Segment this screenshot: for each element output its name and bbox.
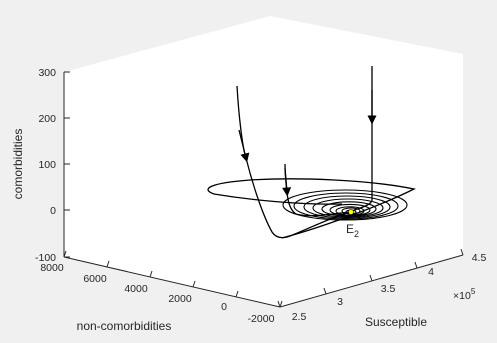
spiral-loop xyxy=(312,198,384,218)
x-axis-multiplier: ×105 xyxy=(453,287,476,302)
y-tick-mark xyxy=(235,290,239,298)
x-tick-label: 2.5 xyxy=(292,311,307,323)
y-ticks xyxy=(63,250,283,308)
spiral-loop xyxy=(293,192,399,220)
y-tick-label: 8000 xyxy=(40,262,64,274)
axes-box-background xyxy=(64,16,463,307)
x-tick-label: 3.5 xyxy=(381,283,396,295)
x-axis-label: Susceptible xyxy=(365,315,427,329)
z-tick-label: 200 xyxy=(38,113,56,125)
x-tick-label: 3 xyxy=(337,296,343,308)
y-axis-label: non-comorbidities xyxy=(77,319,172,333)
y-tick-mark xyxy=(106,260,110,268)
y-tick-mark xyxy=(192,280,196,288)
equilibrium-point-e2 xyxy=(348,209,354,215)
equilibrium-label: E2 xyxy=(346,222,359,239)
x-tick-label: 4.5 xyxy=(472,252,487,264)
y-tick-label: 2000 xyxy=(168,293,192,305)
y-axis-line xyxy=(63,256,281,308)
x-ticks xyxy=(277,248,464,308)
x-tick-mark xyxy=(277,300,281,308)
y-tick-mark xyxy=(149,270,153,278)
y-tick-mark xyxy=(63,250,67,258)
z-tick-label: 300 xyxy=(38,67,56,79)
y-tick-label: -2000 xyxy=(248,313,275,325)
equilibrium-label-main: E xyxy=(346,222,354,236)
spiral-loop xyxy=(321,201,377,217)
y-tick-label: 6000 xyxy=(83,273,107,285)
spiral-loop xyxy=(335,206,365,216)
x-axis-multiplier-exp: 5 xyxy=(471,287,476,296)
z-tick-label: 100 xyxy=(38,159,56,171)
equilibrium-label-subscript: 2 xyxy=(354,229,359,239)
x-axis-multiplier-base: ×10 xyxy=(453,290,471,302)
trajectory-center-arrow-head xyxy=(282,167,292,197)
z-tick-label: -100 xyxy=(35,252,56,264)
spiral xyxy=(282,189,408,221)
trajectory-outer-loop xyxy=(207,178,416,239)
x-tick-label: 4 xyxy=(428,266,434,278)
y-tick-label: 4000 xyxy=(124,283,148,295)
x-tick-mark xyxy=(414,261,418,269)
z-axis-label: comorbidities xyxy=(11,129,25,200)
spiral-loop xyxy=(282,189,408,221)
y-tick-label: 0 xyxy=(221,301,227,313)
z-tick-label: 0 xyxy=(50,205,56,217)
trajectory-left-arrow-head xyxy=(238,129,250,163)
y-tick-mark xyxy=(279,300,283,308)
x-tick-mark xyxy=(369,274,373,282)
x-tick-mark xyxy=(323,287,327,295)
spiral-loop xyxy=(303,195,391,219)
z-ticks xyxy=(64,71,70,258)
x-tick-mark xyxy=(460,248,464,256)
